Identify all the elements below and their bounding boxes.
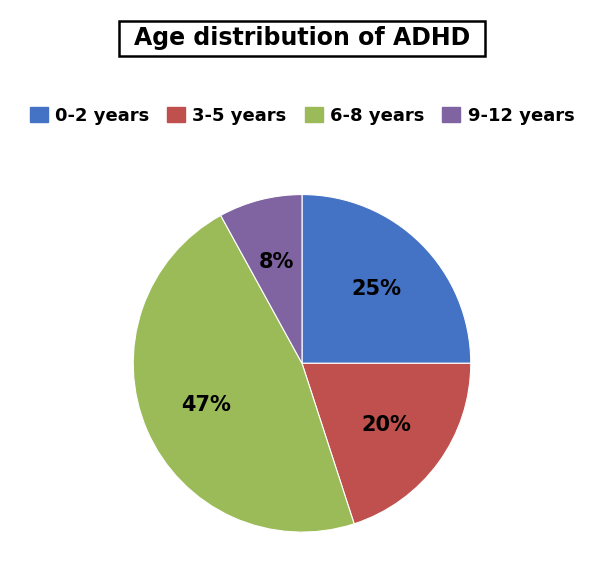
Legend: 0-2 years, 3-5 years, 6-8 years, 9-12 years: 0-2 years, 3-5 years, 6-8 years, 9-12 ye… bbox=[22, 100, 582, 132]
Wedge shape bbox=[302, 195, 471, 363]
Text: Age distribution of ADHD: Age distribution of ADHD bbox=[134, 26, 470, 50]
Text: 25%: 25% bbox=[351, 280, 401, 299]
Wedge shape bbox=[302, 363, 471, 524]
Wedge shape bbox=[220, 195, 302, 363]
Text: 47%: 47% bbox=[181, 395, 231, 415]
Text: 8%: 8% bbox=[259, 252, 294, 272]
Wedge shape bbox=[133, 216, 354, 532]
Text: 20%: 20% bbox=[362, 415, 411, 435]
